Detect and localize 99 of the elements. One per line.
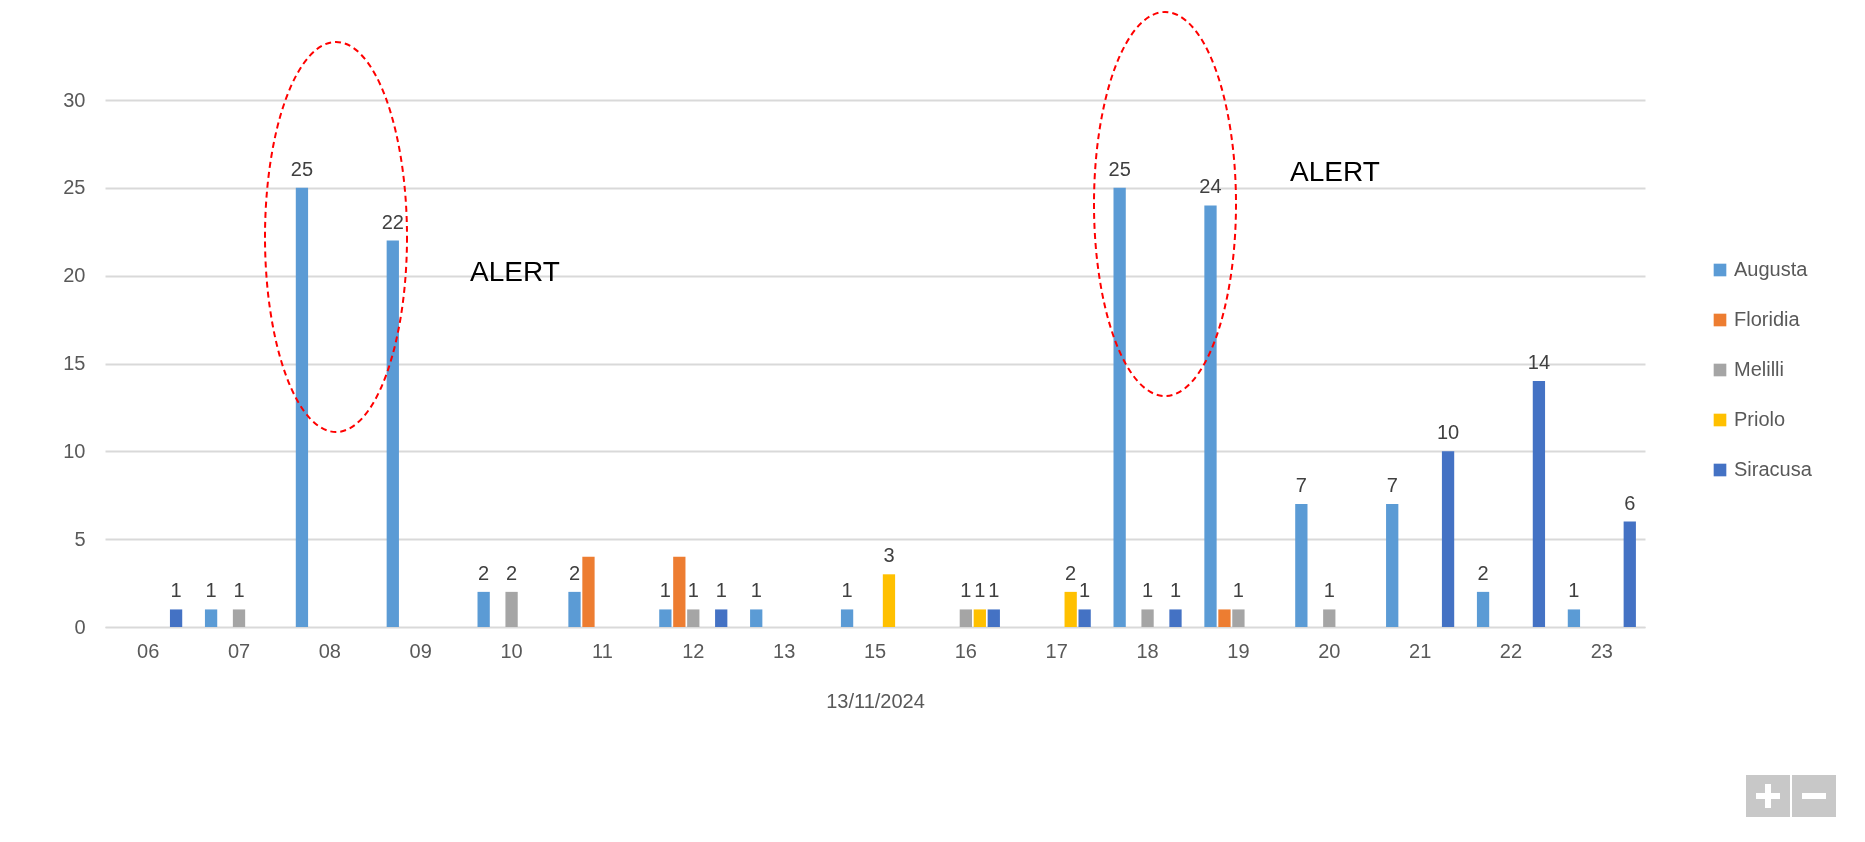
bar (1623, 521, 1636, 627)
data-label: 2 (506, 561, 518, 584)
legend-label: Priolo (1734, 408, 1786, 430)
x-tick-label: 09 (409, 639, 432, 662)
bar (1141, 609, 1154, 627)
bar (477, 591, 490, 627)
bar (295, 187, 309, 627)
bar (1386, 504, 1399, 627)
data-label: 1 (1169, 579, 1182, 602)
data-label: 3 (883, 544, 895, 567)
data-label: 1 (659, 579, 671, 602)
data-label: 1 (687, 579, 699, 602)
bar (1113, 187, 1126, 627)
y-tick-label: 10 (63, 439, 86, 462)
x-tick-label: 10 (500, 639, 523, 662)
annotation: ALERT (1290, 156, 1380, 187)
data-label: 1 (841, 579, 853, 602)
bar (673, 556, 686, 627)
bar (1204, 205, 1217, 627)
data-label: 10 (1436, 421, 1460, 444)
data-label: 2 (1065, 561, 1077, 584)
x-tick-label: 17 (1045, 639, 1068, 662)
data-label: 22 (381, 210, 404, 233)
y-tick-label: 20 (63, 264, 86, 287)
legend-label: Floridia (1734, 308, 1801, 330)
x-tick-label: 06 (137, 639, 160, 662)
bar (987, 609, 1000, 627)
legend-label: Augusta (1734, 258, 1809, 280)
data-label: 25 (1108, 157, 1131, 180)
x-tick-label: 23 (1590, 639, 1613, 662)
x-tick-label: 07 (227, 639, 251, 662)
x-tick-label: 21 (1409, 639, 1432, 662)
annotation: ALERT (470, 256, 560, 287)
data-label: 1 (205, 579, 217, 602)
data-label: 1 (1142, 579, 1154, 602)
bar (169, 609, 183, 627)
bar (1323, 609, 1336, 627)
bar (232, 609, 246, 627)
x-tick-label: 22 (1499, 639, 1523, 662)
bar (1218, 609, 1231, 627)
bar (1295, 504, 1308, 627)
legend-label: Melilli (1734, 358, 1784, 380)
x-tick-label: 11 (592, 639, 613, 662)
y-tick-label: 0 (74, 615, 86, 638)
bar (1078, 609, 1091, 627)
data-label: 2 (478, 561, 490, 584)
data-label: 7 (1386, 474, 1398, 497)
data-label: 1 (1232, 579, 1244, 602)
bar (750, 609, 763, 627)
bar (1567, 609, 1581, 627)
bar (568, 591, 581, 627)
x-tick-label: 08 (318, 639, 341, 662)
x-tick-label: 12 (682, 639, 705, 662)
x-axis-title: 13/11/2024 (826, 689, 925, 712)
y-tick-label: 15 (63, 352, 86, 374)
data-label: 1 (170, 579, 182, 602)
bar (1232, 609, 1245, 627)
data-label: 1 (960, 579, 972, 602)
data-label: 1 (750, 579, 762, 602)
x-tick-label: 19 (1227, 639, 1250, 662)
data-label: 1 (1079, 579, 1091, 602)
data-label: 2 (568, 561, 581, 584)
data-label: 24 (1199, 175, 1222, 198)
bar (1441, 451, 1455, 627)
bar (959, 609, 972, 627)
x-tick-label: 15 (863, 639, 887, 662)
bar (505, 591, 518, 627)
x-tick-label: 16 (954, 639, 977, 662)
bar (204, 609, 218, 627)
x-tick-label: 13 (773, 639, 796, 662)
bar (973, 609, 986, 627)
bar (1532, 381, 1546, 627)
bar (386, 240, 399, 627)
data-label: 6 (1624, 491, 1636, 514)
y-tick-label: 5 (74, 527, 86, 550)
bar (659, 609, 672, 627)
bar (1064, 591, 1077, 627)
data-label: 1 (715, 579, 727, 602)
bar (882, 574, 896, 627)
data-label: 1 (974, 579, 986, 602)
bar (687, 609, 700, 627)
bar (1169, 609, 1182, 627)
data-label: 2 (1477, 561, 1489, 584)
y-tick-label: 30 (63, 88, 86, 111)
x-tick-label: 18 (1136, 639, 1159, 662)
data-label: 1 (988, 579, 1000, 602)
x-tick-label: 20 (1318, 639, 1341, 662)
y-tick-label: 25 (63, 176, 86, 199)
data-label: 1 (233, 579, 245, 602)
data-label: 14 (1527, 351, 1551, 374)
data-label: 25 (290, 157, 314, 180)
legend-label: Siracusa (1734, 458, 1813, 480)
data-label: 1 (1323, 579, 1335, 602)
data-label: 1 (1568, 579, 1580, 602)
bar (1476, 591, 1490, 627)
data-label: 7 (1295, 474, 1307, 497)
bar (840, 609, 854, 627)
bar (582, 556, 595, 627)
bar (715, 609, 728, 627)
